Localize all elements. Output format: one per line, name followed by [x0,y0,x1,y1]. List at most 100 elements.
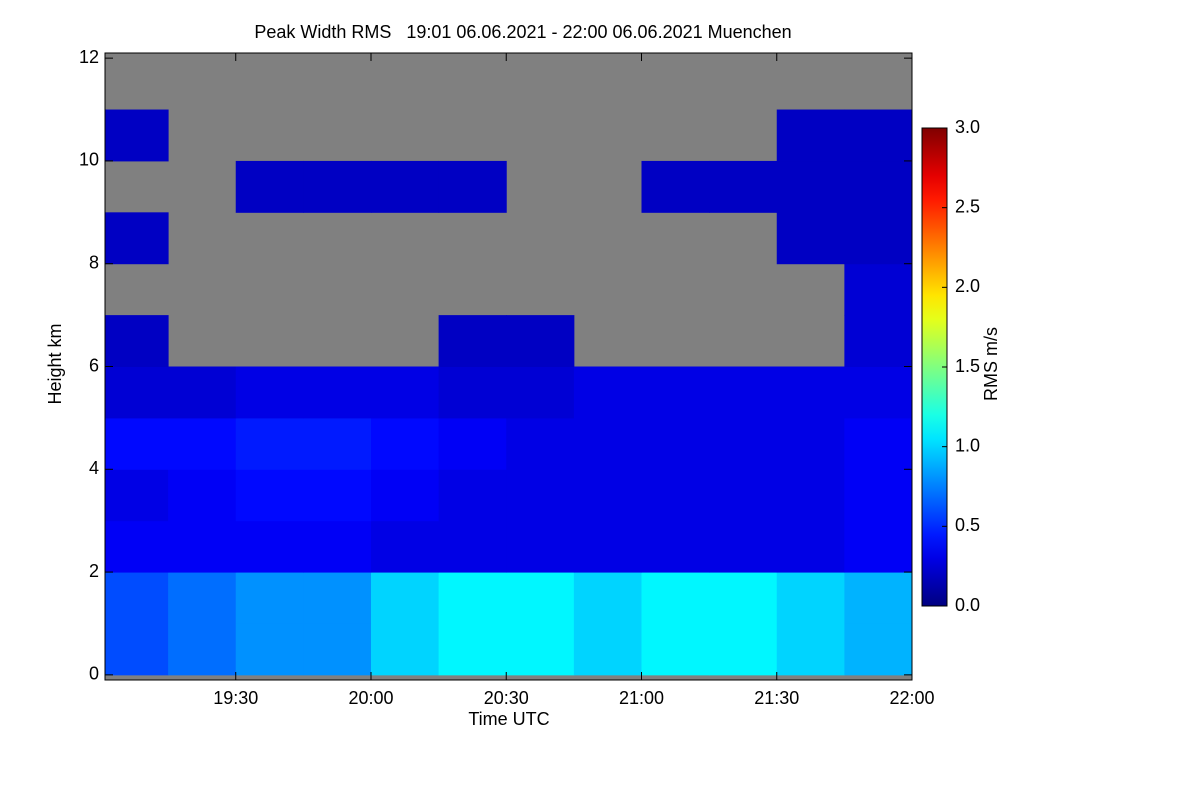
heatmap-cell [506,520,575,573]
heatmap-cell [105,315,169,367]
heatmap-cell [573,469,642,522]
heatmap-cell [303,366,372,419]
y-tick-label: 0 [89,664,99,684]
heatmap-cell [168,366,237,419]
heatmap-cell [438,572,507,624]
heatmap-cell [235,520,304,573]
heatmap-cell [438,366,507,419]
colorbar-label: RMS m/s [981,327,1001,401]
heatmap-cell [235,469,304,522]
heatmap-cell [438,160,507,213]
heatmap-cell [709,572,778,624]
heatmap-cell [506,469,575,522]
heatmap-cell [776,366,845,419]
heatmap-cell [370,572,440,624]
heatmap-cell [709,469,778,522]
heatmap-cell [844,520,913,573]
heatmap-cell [776,160,845,213]
heatmap-cell [370,469,440,522]
heatmap-cell [303,160,372,213]
colorbar-tick-label: 1.0 [955,435,980,455]
heatmap-cell [168,572,237,624]
heatmap-cell [235,417,304,470]
heatmap-cell [641,366,710,419]
heatmap-cell [168,469,237,522]
y-tick-label: 12 [79,47,99,67]
x-tick-label: 22:00 [889,688,934,708]
heatmap-cell [438,417,507,470]
x-axis-label: Time UTC [468,709,549,729]
heatmap-cell [641,417,710,470]
heatmap-cell [709,366,778,419]
heatmap-cell [844,315,913,367]
colorbar-tick-label: 0.0 [955,595,980,615]
heatmap-cell [844,212,913,265]
colorbar-tick-label: 3.0 [955,117,980,137]
heatmap-cell [641,520,710,573]
heatmap-cell [438,469,507,522]
heatmap-cell [844,160,913,213]
heatmap-cell [370,366,440,419]
heatmap-cell [370,520,440,573]
heatmap-cell [641,469,710,522]
heatmap-cell [844,417,913,470]
heatmap-cell [844,366,913,419]
heatmap-cell [370,160,440,213]
heatmap-cell [573,572,642,624]
heatmap-cell [168,520,237,573]
heatmap-cell [776,417,845,470]
heatmap-cell [303,469,372,522]
heatmap-cell [506,572,575,624]
y-tick-label: 8 [89,252,99,272]
heatmap-cell [105,469,169,522]
x-tick-label: 19:30 [213,688,258,708]
heatmap-cell [506,315,575,367]
heatmap-cell [709,520,778,573]
heatmap-cell [370,417,440,470]
heatmap-cell [235,160,304,213]
heatmap-cell [105,417,169,470]
heatmap-cell [709,160,778,213]
y-axis-label: Height km [45,323,65,404]
x-tick-label: 21:30 [754,688,799,708]
heatmap-cell [776,212,845,265]
heatmap-cell [844,109,913,162]
heatmap-cell [303,623,372,676]
heatmap-cell [573,520,642,573]
y-tick-label: 4 [89,458,99,478]
heatmap-cell [776,109,845,162]
heatmap-cell [370,623,440,676]
heatmap-cell [776,572,845,624]
colorbar-tick-label: 2.0 [955,276,980,296]
heatmap-cell [438,520,507,573]
heatmap-cell [641,160,710,213]
heatmap-cell [105,212,169,265]
colorbar-tick-label: 0.5 [955,515,980,535]
heatmap-cell [105,623,169,676]
heatmap-cell [105,366,169,419]
y-tick-label: 10 [79,150,99,170]
heatmap-cell [303,572,372,624]
heatmap-cell [641,572,710,624]
heatmap-cell [844,263,913,316]
heatmap-cell [438,315,507,367]
heatmap-cell [776,520,845,573]
heatmap-cell [438,623,507,676]
heatmap-cell [105,520,169,573]
x-tick-label: 20:30 [484,688,529,708]
heatmap-cell [573,417,642,470]
heatmap-cell [573,366,642,419]
heatmap-cell [844,623,913,676]
heatmap-cell [235,623,304,676]
x-tick-label: 20:00 [348,688,393,708]
heatmap-cell [709,417,778,470]
heatmap-cell [844,572,913,624]
heatmap-cell [506,623,575,676]
heatmap-cell [303,520,372,573]
heatmap-cell [709,623,778,676]
y-tick-label: 2 [89,561,99,581]
colorbar-tick-label: 1.5 [955,356,980,376]
x-tick-label: 21:00 [619,688,664,708]
